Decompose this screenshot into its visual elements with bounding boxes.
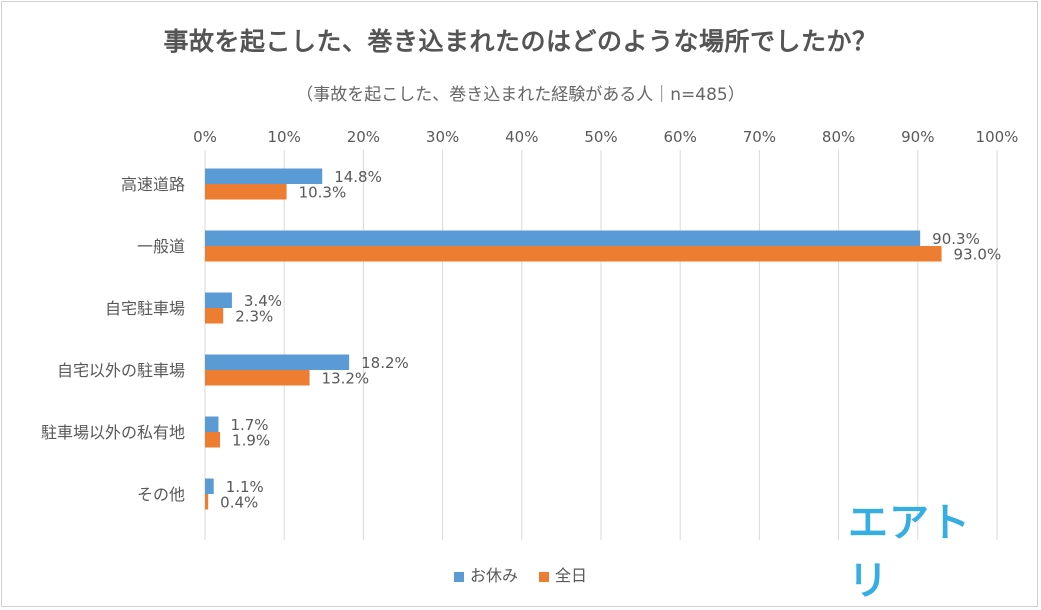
x-tick-label: 90%	[901, 128, 934, 146]
data-labels: 14.8%10.3% 90.3%93.0% 3.4%2.3% 18.2%13.2% 1.…	[220, 168, 1001, 512]
x-tick-label: 20%	[347, 128, 380, 146]
category-label: 自宅駐車場	[105, 299, 185, 318]
bar-holiday	[205, 416, 219, 432]
x-tick-label: 80%	[822, 128, 855, 146]
category-label: 高速道路	[121, 175, 185, 194]
bar-all	[205, 432, 221, 448]
bar-holiday	[205, 230, 921, 246]
bar-all	[205, 308, 224, 324]
category-label: 自宅以外の駐車場	[57, 361, 185, 380]
category-label: その他	[137, 485, 185, 504]
x-tick-label: 40%	[505, 128, 538, 146]
data-label: 1.1%	[226, 478, 264, 496]
legend-swatch-holiday	[453, 571, 464, 582]
legend: お休み 全日	[0, 562, 1041, 586]
bar-all	[205, 184, 287, 200]
data-label: 90.3%	[932, 230, 980, 248]
data-label: 14.8%	[334, 168, 382, 186]
x-tick-label: 100%	[976, 128, 1019, 146]
data-label: 93.0%	[954, 246, 1002, 264]
data-label: 13.2%	[322, 370, 370, 388]
x-tick-label: 70%	[743, 128, 776, 146]
bars	[205, 168, 942, 510]
bar-all	[205, 246, 942, 262]
data-label: 3.4%	[244, 292, 282, 310]
data-label: 1.9%	[232, 432, 270, 450]
legend-item-all: 全日	[539, 562, 587, 586]
category-label: 一般道	[137, 237, 185, 256]
bar-holiday	[205, 478, 214, 494]
data-label: 0.4%	[220, 494, 258, 512]
category-label: 駐車場以外の私有地	[41, 423, 185, 442]
bar-all	[205, 370, 310, 386]
chart-title: 事故を起こした、巻き込まれたのはどのような場所でしたか？	[163, 27, 878, 56]
data-label: 1.7%	[230, 416, 268, 434]
bar-all	[205, 494, 209, 510]
legend-label-holiday: お休み	[469, 566, 518, 585]
airtrip-logo: エアトリ	[848, 500, 971, 604]
x-tick-label: 50%	[584, 128, 617, 146]
grid-lines	[204, 150, 998, 540]
data-label: 2.3%	[235, 308, 273, 326]
x-tick-label: 0%	[193, 128, 217, 146]
x-tick-label: 60%	[664, 128, 697, 146]
bar-holiday	[205, 354, 350, 370]
x-tick-label: 10%	[268, 128, 301, 146]
data-label: 10.3%	[299, 184, 347, 202]
bar-holiday	[205, 292, 232, 308]
legend-label-all: 全日	[555, 566, 588, 585]
legend-swatch-all	[539, 571, 550, 582]
bar-holiday	[205, 168, 323, 184]
data-label: 18.2%	[361, 354, 409, 372]
chart-subtitle: （事故を起こした、巻き込まれた経験がある人｜n=485）	[296, 85, 745, 105]
x-tick-label: 30%	[426, 128, 459, 146]
legend-item-holiday: お休み	[453, 562, 518, 586]
x-axis-ticks: 0% 10% 20% 30% 40% 50% 60% 70% 80% 90% 100%	[193, 128, 1018, 146]
